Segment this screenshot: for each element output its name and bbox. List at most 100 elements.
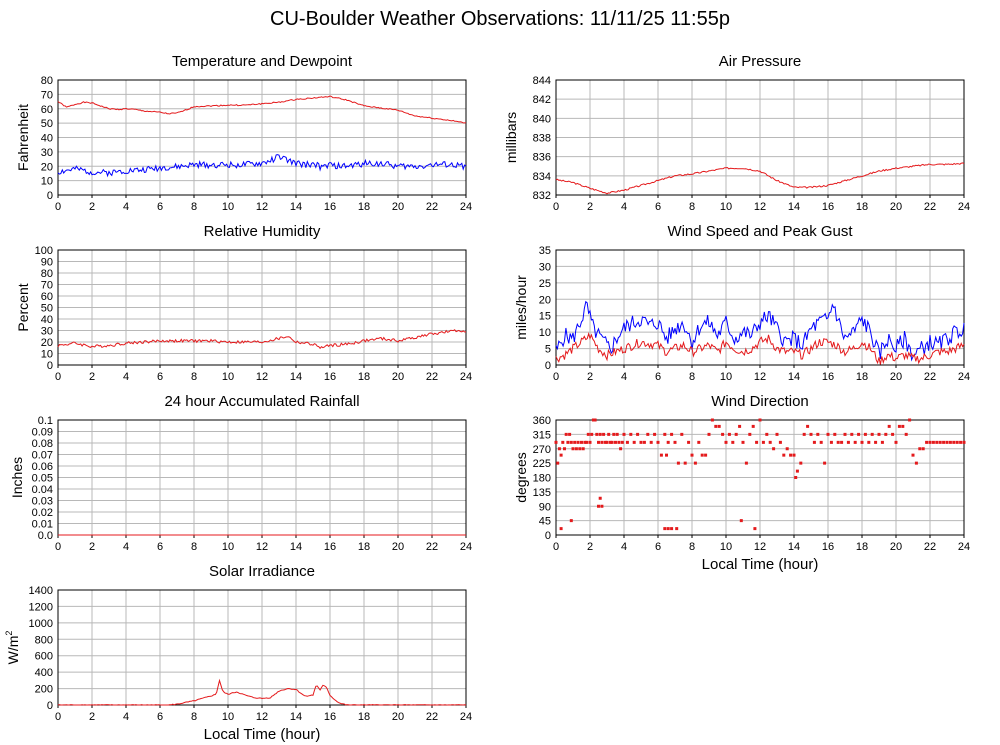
pressure-y-tick-label: 844: [533, 75, 551, 87]
wind-direction-point: [816, 432, 820, 436]
wind-direction-point: [569, 440, 573, 444]
wind-direction-point: [576, 440, 580, 444]
wind-direction-point: [748, 432, 752, 436]
humidity-x-tick-label: 2: [89, 371, 95, 383]
wind-direction-point: [617, 440, 621, 444]
wind-direction-point: [710, 418, 714, 422]
wind-direction-point: [877, 432, 881, 436]
humidity-y-tick-label: 60: [41, 291, 53, 303]
solar-x-tick-label: 24: [460, 711, 472, 723]
wind-direction-point: [758, 418, 762, 422]
wind-direction-x-tick-label: 4: [621, 541, 627, 553]
humidity-y-tick-label: 50: [41, 303, 53, 315]
temperature-y-tick-label: 60: [41, 104, 53, 116]
wind-direction-point: [911, 453, 915, 457]
wind-direction-point: [897, 424, 901, 428]
solar-x-tick-label: 4: [123, 711, 129, 723]
humidity-y-axis-label: Percent: [15, 283, 31, 331]
wind-direction-y-axis-label: degrees: [513, 452, 529, 503]
pressure-x-tick-label: 0: [553, 201, 559, 213]
wind-direction-x-axis-label: Local Time (hour): [702, 556, 819, 573]
solar-series-0-line: [57, 678, 467, 706]
rainfall-y-tick-label: 0.02: [32, 507, 53, 519]
wind-direction-point: [794, 476, 798, 479]
wind-direction-x-tick-label: 24: [958, 541, 970, 553]
pressure-x-tick-label: 2: [587, 201, 593, 213]
wind-direction-point: [948, 440, 952, 444]
wind-direction-point: [761, 440, 765, 444]
wind-direction-point: [700, 453, 704, 457]
pressure-x-tick-label: 14: [788, 201, 800, 213]
wind-speed-title: Wind Speed and Peak Gust: [667, 223, 853, 240]
wind-direction-point: [874, 440, 878, 444]
humidity-y-tick-label: 100: [35, 245, 53, 257]
wind-direction-point: [921, 447, 925, 451]
solar-y-tick-label: 1400: [29, 585, 53, 597]
temperature-x-tick-label: 22: [426, 201, 438, 213]
rainfall-y-tick-label: 0.0: [38, 530, 53, 542]
temperature-y-tick-label: 50: [41, 118, 53, 130]
temperature-y-tick-label: 20: [41, 161, 53, 173]
wind-speed-x-tick-label: 6: [655, 371, 661, 383]
wind-speed-x-tick-label: 2: [587, 371, 593, 383]
wind-direction-point: [590, 432, 594, 436]
wind-direction-y-tick-label: 360: [533, 415, 551, 427]
solar-y-tick-label: 400: [35, 667, 53, 679]
pressure-y-tick-label: 832: [533, 190, 551, 202]
wind-direction-x-tick-label: 0: [553, 541, 559, 553]
rainfall-x-tick-label: 24: [460, 541, 472, 553]
wind-speed-series-1-line: [555, 332, 965, 365]
wind-direction-point: [598, 432, 602, 436]
wind-direction-point: [894, 440, 898, 444]
wind-direction-point: [563, 447, 566, 451]
wind-direction-point: [697, 440, 701, 444]
rainfall-x-tick-label: 4: [123, 541, 129, 553]
temperature-x-tick-label: 20: [392, 201, 404, 213]
wind-direction-x-tick-label: 10: [720, 541, 732, 553]
wind-speed-x-tick-label: 4: [621, 371, 627, 383]
wind-direction-y-tick-label: 225: [533, 458, 551, 470]
wind-direction-x-tick-label: 14: [788, 541, 800, 553]
temperature-x-tick-label: 24: [460, 201, 472, 213]
pressure-y-axis-label: millibars: [503, 112, 519, 163]
wind-direction-point: [639, 440, 643, 444]
wind-direction-point: [659, 453, 663, 457]
temperature-y-axis-label: Fahrenheit: [15, 104, 31, 171]
wind-speed-x-tick-label: 18: [856, 371, 868, 383]
pressure-y-tick-label: 842: [533, 94, 551, 106]
pressure-y-tick-label: 840: [533, 113, 551, 125]
rainfall-x-tick-label: 2: [89, 541, 95, 553]
pressure-x-tick-label: 12: [754, 201, 766, 213]
wind-direction-point: [741, 440, 745, 444]
wind-direction-point: [836, 440, 840, 444]
wind-speed-x-tick-label: 14: [788, 371, 800, 383]
wind-direction-point: [600, 440, 604, 444]
wind-direction-point: [642, 440, 646, 444]
wind-direction-point: [663, 527, 667, 531]
wind-direction-point: [573, 440, 577, 444]
rainfall-y-axis-label: Inches: [9, 457, 25, 498]
humidity-y-tick-label: 90: [41, 257, 53, 269]
wind-direction-y-axis-label-text: degrees: [513, 452, 529, 503]
solar-x-tick-label: 16: [324, 711, 336, 723]
wind-direction-x-tick-label: 18: [856, 541, 868, 553]
wind-direction-point: [653, 432, 657, 436]
wind-direction-point: [615, 432, 619, 436]
wind-direction-x-tick-label: 16: [822, 541, 834, 553]
rainfall-y-tick-label: 0.07: [32, 450, 53, 462]
humidity-y-tick-label: 30: [41, 326, 53, 338]
wind-direction-point: [918, 447, 922, 451]
wind-direction-point: [680, 432, 684, 436]
wind-direction-y-tick-label: 90: [539, 501, 551, 513]
solar-x-tick-label: 0: [55, 711, 61, 723]
humidity-x-tick-label: 8: [191, 371, 197, 383]
wind-direction-x-tick-label: 8: [689, 541, 695, 553]
wind-direction-point: [860, 440, 864, 444]
pressure-y-tick-label: 838: [533, 133, 551, 145]
wind-speed-y-tick-label: 20: [539, 294, 551, 306]
wind-direction-point: [812, 440, 816, 444]
